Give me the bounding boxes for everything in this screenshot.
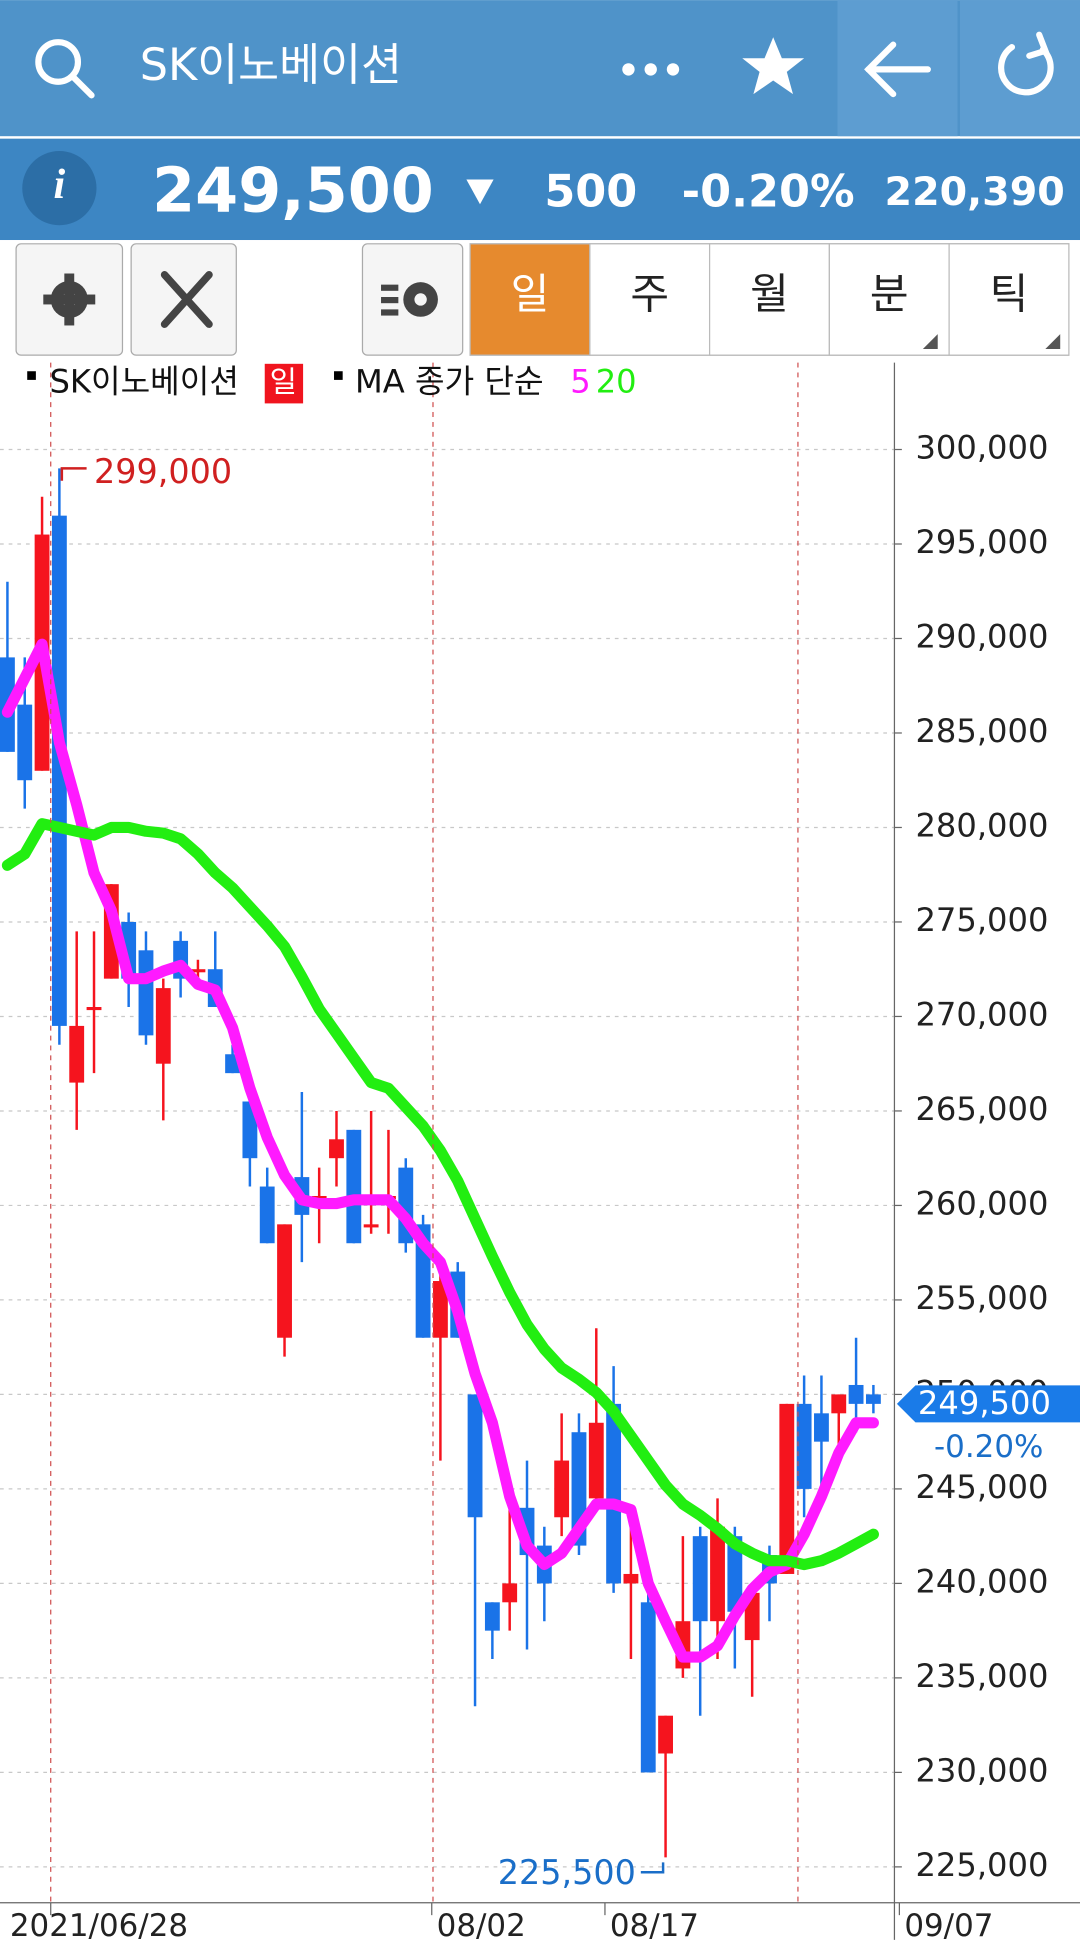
down-arrow — [466, 179, 494, 205]
y-tick-label: 300,000 — [915, 429, 1048, 467]
candle-body — [363, 1224, 379, 1228]
candle-body — [502, 1583, 518, 1603]
candle-body — [155, 988, 171, 1064]
candle-body — [554, 1460, 570, 1518]
y-tick-label: 225,000 — [915, 1846, 1048, 1884]
period-tab[interactable] — [708, 243, 830, 356]
y-tick-label: 260,000 — [915, 1184, 1048, 1222]
x-tick-label: 09/07 — [904, 1908, 993, 1940]
period-tab-label: 일 — [511, 270, 550, 319]
indicator-icon — [381, 282, 438, 317]
period-tab[interactable] — [589, 243, 711, 356]
last-change-label: -0.20% — [934, 1429, 1043, 1465]
ma-line — [1, 638, 879, 1663]
x-tick-label: 08/17 — [610, 1908, 699, 1940]
search-icon[interactable] — [35, 39, 95, 99]
legend-ma-label: MA 종가 단순 — [355, 363, 544, 401]
candle-body — [51, 515, 67, 1026]
candle-body — [606, 1403, 622, 1584]
candle-body — [623, 1573, 639, 1584]
candle-body — [138, 950, 154, 1036]
y-tick-label: 265,000 — [915, 1090, 1048, 1128]
x-tick-label: 2021/06/28 — [10, 1908, 188, 1940]
change: 500 — [544, 165, 637, 217]
period-tab-label: 틱 — [990, 270, 1029, 319]
quote-bar — [0, 138, 1080, 241]
period-tab[interactable] — [469, 243, 591, 356]
gear-icon — [43, 273, 96, 326]
tools-icon — [160, 271, 213, 328]
candle-body — [190, 969, 206, 973]
y-tick-label: 230,000 — [915, 1751, 1048, 1789]
info-icon: i — [54, 162, 66, 208]
y-tick-label: 270,000 — [915, 995, 1048, 1033]
period-badge — [264, 363, 304, 404]
candle-body — [779, 1403, 795, 1574]
y-tick-label: 255,000 — [915, 1279, 1048, 1317]
candle-body — [311, 1195, 327, 1200]
candle-body — [484, 1602, 500, 1631]
y-tick-label: 235,000 — [915, 1657, 1048, 1695]
low-label: 225,500 — [498, 1853, 636, 1892]
y-tick-label: 275,000 — [915, 901, 1048, 939]
favorite-icon[interactable] — [742, 37, 805, 95]
refresh-button-bg[interactable] — [960, 0, 1080, 137]
candle-body — [17, 704, 33, 781]
legend-bullet — [334, 371, 343, 380]
candle-body — [467, 1394, 483, 1518]
x-tick-label: 08/02 — [437, 1908, 526, 1940]
candle-body — [640, 1602, 656, 1773]
legend-ma-name: 5 — [570, 363, 590, 401]
y-tick-label: 245,000 — [915, 1468, 1048, 1506]
legend-bullet — [27, 371, 36, 380]
volume: 220,390 — [885, 169, 1065, 215]
refresh-icon[interactable] — [998, 31, 1054, 96]
y-tick-label: 285,000 — [915, 712, 1048, 750]
candle-body — [848, 1384, 864, 1404]
legend-name: SK이노베이션 — [49, 363, 238, 401]
candle-body — [710, 1526, 725, 1622]
candle-body — [242, 1101, 258, 1159]
y-tick-label: 240,000 — [915, 1562, 1048, 1600]
period-tab[interactable] — [828, 243, 950, 356]
low-marker — [640, 1862, 665, 1874]
candle-body — [865, 1394, 881, 1404]
candle-body — [69, 1025, 85, 1083]
period-tab[interactable] — [948, 243, 1070, 356]
back-icon[interactable] — [864, 41, 931, 98]
candle-body — [692, 1536, 708, 1622]
info-button[interactable] — [22, 151, 97, 226]
candle-body — [346, 1129, 362, 1244]
candle-body — [831, 1394, 847, 1414]
candle-body — [277, 1224, 292, 1338]
candle-body — [796, 1403, 812, 1489]
period-badge-text: 일 — [270, 365, 297, 400]
last-price-label: 249,500 — [918, 1384, 1051, 1422]
high-marker — [60, 467, 87, 481]
candle-body — [727, 1536, 743, 1612]
y-tick-label: 290,000 — [915, 617, 1048, 655]
candle-body — [588, 1422, 604, 1499]
candle-body — [329, 1139, 344, 1159]
candle-body — [658, 1715, 673, 1754]
period-tab-label: 월 — [750, 270, 789, 319]
change-rate: -0.20% — [682, 165, 855, 217]
app-title: SK이노베이션 — [140, 39, 402, 91]
price: 249,500 — [152, 154, 434, 226]
y-tick-label: 280,000 — [915, 806, 1048, 844]
y-tick-label: 295,000 — [915, 523, 1048, 561]
legend-ma-name: 20 — [596, 363, 637, 401]
last-price-tag — [896, 1385, 1080, 1423]
more-icon[interactable] — [622, 63, 680, 76]
candle-body — [86, 1007, 102, 1011]
candle-body — [814, 1413, 829, 1442]
ma-line — [1, 818, 879, 1571]
period-tab-label: 주 — [630, 270, 669, 319]
period-tab-label: 분 — [870, 270, 909, 319]
high-label: 299,000 — [94, 452, 232, 491]
candle-body — [259, 1186, 275, 1244]
candle-body — [432, 1281, 448, 1338]
